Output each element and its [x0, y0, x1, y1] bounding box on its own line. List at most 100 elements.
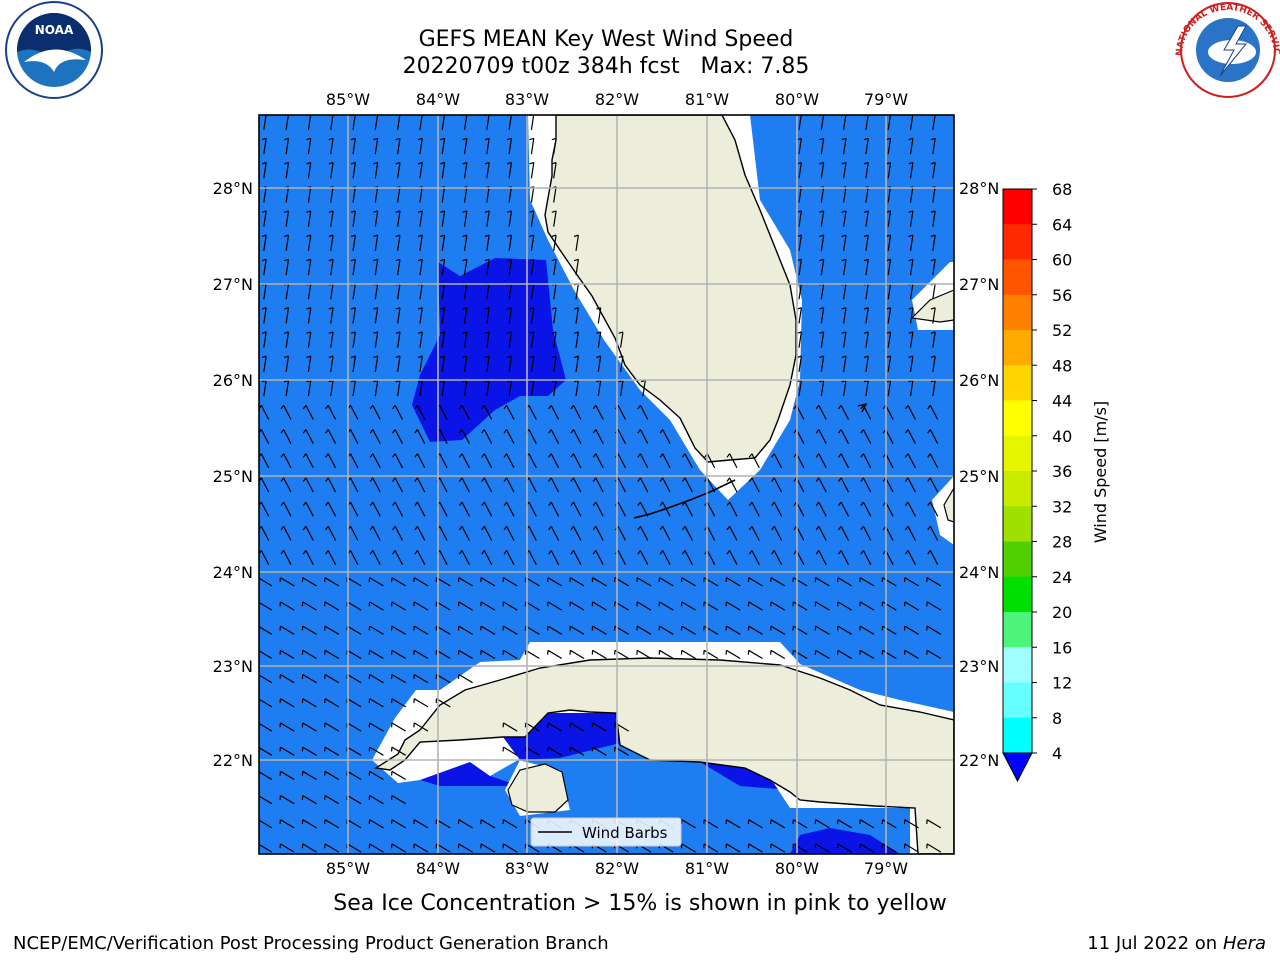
wind-barb-icon	[350, 258, 356, 276]
wind-barb-icon	[324, 698, 340, 708]
wind-barb-icon	[815, 453, 827, 469]
wind-barb-icon	[373, 161, 379, 179]
lat-label-right: 24°N	[959, 563, 999, 582]
isla-de-la-juventud	[507, 763, 569, 813]
lon-label-top: 80°W	[775, 90, 819, 109]
wind-barb-icon	[927, 501, 939, 517]
wind-barb-icon	[392, 501, 404, 517]
wind-barb-icon	[814, 649, 830, 660]
wind-barb-icon	[591, 746, 607, 756]
wind-barb-icon	[747, 819, 763, 829]
colorbar-swatch	[1003, 365, 1032, 401]
wind-barb-icon	[659, 453, 671, 469]
wind-barb-icon	[261, 331, 267, 348]
wind-barb-icon	[481, 404, 493, 420]
wind-barb-icon	[747, 649, 763, 660]
wind-barb-icon	[373, 355, 379, 372]
wind-barb-icon	[457, 601, 473, 611]
wind-barb-icon	[301, 673, 317, 684]
footer-date: 11 Jul 2022 on Hera	[1087, 933, 1266, 954]
wind-barb-icon	[819, 210, 825, 227]
wind-barb-icon	[524, 625, 540, 635]
lat-label-right: 22°N	[959, 751, 999, 770]
lat-label-left: 27°N	[213, 275, 253, 294]
wind-barb-icon	[503, 477, 515, 493]
wind-barb-icon	[859, 625, 875, 635]
wind-barb-icon	[796, 210, 802, 227]
wind-barb-icon	[481, 501, 493, 517]
wind-barb-icon	[570, 550, 582, 565]
wind-barb-icon	[368, 577, 384, 587]
wind-barb-icon	[484, 355, 490, 372]
wind-barb-icon	[301, 649, 317, 660]
wind-barb-icon	[368, 698, 384, 708]
wind-barb-icon	[440, 234, 446, 251]
lon-label-bottom: 82°W	[595, 859, 639, 878]
wind-barb-icon	[413, 649, 429, 660]
wind-barb-icon	[681, 477, 693, 493]
colorbar-swatch	[1003, 259, 1032, 296]
wind-barb-icon	[680, 649, 696, 660]
wind-barb-icon	[503, 404, 515, 420]
wind-barb-icon	[814, 843, 830, 853]
wind-barb-icon	[841, 331, 847, 348]
wind-barb-icon	[507, 234, 513, 251]
wind-barb-icon	[301, 698, 317, 708]
wind-barb-icon	[908, 234, 914, 251]
wind-barb-icon	[815, 404, 827, 420]
wind-barb-icon	[570, 501, 582, 517]
wind-barb-icon	[484, 331, 490, 348]
wind-barb-icon	[261, 355, 267, 372]
wind-barb-icon	[837, 819, 853, 829]
wind-barb-icon	[458, 550, 470, 565]
wind-barb-icon	[569, 601, 585, 611]
wind-barb-icon	[391, 794, 407, 805]
wind-barb-icon	[507, 137, 513, 155]
wind-barb-icon	[748, 501, 760, 517]
wind-barb-icon	[837, 577, 853, 587]
wind-barb-icon	[280, 525, 292, 541]
wind-barb-icon	[481, 453, 493, 469]
wind-barb-icon	[324, 819, 340, 829]
wind-barb-icon	[302, 550, 314, 565]
wind-barb-icon	[524, 722, 540, 732]
wind-barb-icon	[637, 404, 649, 420]
wind-barb-icon	[592, 453, 604, 469]
wind-barb-icon	[838, 429, 850, 444]
wind-barb-icon	[551, 258, 557, 276]
wind-barb-icon	[502, 819, 518, 829]
wind-barb-icon	[414, 550, 426, 565]
wind-barb-icon	[392, 525, 404, 541]
wind-barb-icon	[548, 550, 560, 565]
wind-barb-icon	[841, 258, 847, 276]
wind-barb-icon	[886, 137, 892, 155]
wind-barb-icon	[904, 501, 916, 517]
wind-barb-icon	[328, 137, 334, 155]
wind-barb-icon	[725, 843, 741, 853]
wind-barb-icon	[548, 429, 560, 444]
wind-barb-icon	[819, 234, 825, 251]
wind-barb-icon	[908, 137, 914, 155]
wind-barb-icon	[904, 525, 916, 541]
colorbar-swatch	[1003, 400, 1032, 437]
wind-barb-icon	[819, 137, 825, 155]
wind-barb-icon	[279, 577, 295, 587]
wind-barb-icon	[636, 625, 652, 635]
wind-barb-icon	[881, 601, 897, 611]
wind-barb-icon	[373, 234, 379, 251]
wind-barb-icon	[596, 331, 602, 348]
wind-barb-icon	[301, 770, 317, 781]
wind-barb-icon	[279, 843, 295, 853]
wind-barb-icon	[819, 355, 825, 372]
wind-barb-icon	[325, 550, 337, 565]
wind-barb-icon	[368, 673, 384, 684]
lat-label-left: 24°N	[213, 563, 253, 582]
wind-barb-icon	[904, 453, 916, 469]
wind-barb-icon	[636, 601, 652, 611]
wind-barb-icon	[551, 161, 557, 179]
wind-barb-icon	[658, 601, 674, 611]
wind-barb-icon	[502, 722, 518, 732]
wind-barb-icon	[838, 525, 850, 541]
wind-barb-icon	[837, 601, 853, 611]
wind-barb-icon	[440, 331, 446, 348]
